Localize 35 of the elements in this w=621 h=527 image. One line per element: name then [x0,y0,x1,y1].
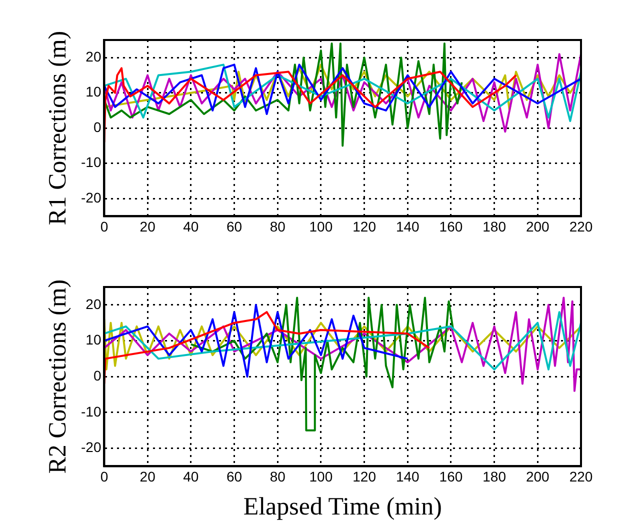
y-tick-label: -20 [81,439,102,456]
x-axis-title: Elapsed Time (min) [243,494,442,521]
y-axis-title: R1 Corrections (m) [44,30,72,226]
x-tick-label: 180 [482,218,506,234]
y-tick-label: -10 [81,403,102,420]
x-tick-label: 220 [569,218,593,234]
x-tick-label: 100 [309,218,333,234]
x-tick-label: 60 [226,468,242,484]
x-tick-label: 160 [439,218,463,234]
y-tick-label: 10 [86,84,102,100]
x-tick-label: 100 [309,468,333,484]
x-tick-label: 20 [140,218,156,234]
x-tick-label: 140 [396,468,420,484]
x-tick-label: 80 [270,218,286,234]
x-tick-label: 200 [526,468,550,484]
y-tick-label: 0 [93,367,102,384]
y-tick-label: -20 [81,189,102,206]
x-tick-label: 160 [439,468,463,484]
y-axis-title: R2 Corrections (m) [44,279,72,474]
y-tick-label: 10 [86,332,102,348]
x-tick-label: 60 [226,218,242,234]
x-tick-label: 120 [352,468,376,484]
x-tick-label: 180 [482,468,506,484]
x-tick-label: 120 [352,218,376,234]
x-tick-label: 80 [270,468,286,484]
x-tick-label: 40 [183,218,199,234]
x-tick-label: 40 [183,468,199,484]
x-tick-label: 140 [396,218,420,234]
y-tick-label: 0 [93,118,102,135]
x-tick-label: 200 [526,218,550,234]
y-tick-label: 20 [86,296,102,312]
y-tick-label: -10 [81,154,102,170]
x-tick-label: 220 [569,468,593,484]
y-tick-label: 20 [86,48,102,64]
x-tick-label: 20 [140,468,156,484]
